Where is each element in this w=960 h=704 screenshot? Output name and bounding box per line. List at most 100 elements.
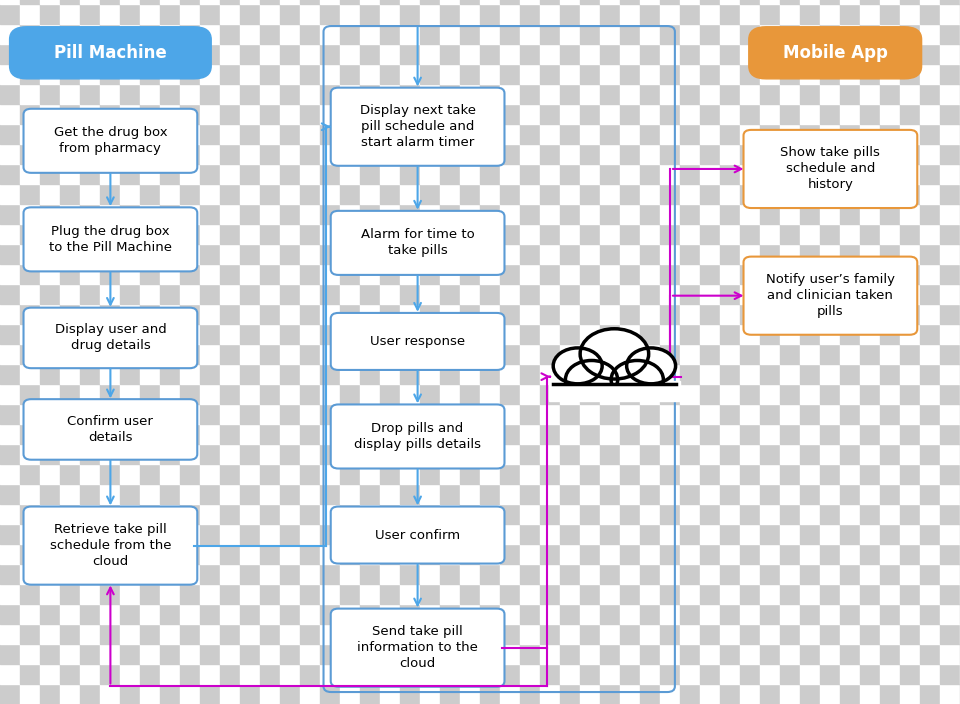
- Bar: [240, 564, 260, 584]
- Bar: [480, 384, 500, 404]
- Bar: [540, 444, 560, 464]
- Bar: [520, 84, 540, 104]
- Bar: [700, 264, 720, 284]
- Bar: [780, 564, 800, 584]
- Bar: [520, 224, 540, 244]
- Bar: [120, 84, 140, 104]
- Bar: [220, 184, 240, 204]
- Bar: [380, 324, 400, 344]
- Bar: [400, 204, 420, 224]
- Bar: [80, 204, 100, 224]
- Bar: [80, 464, 100, 484]
- Bar: [460, 344, 480, 364]
- Bar: [820, 304, 840, 324]
- Bar: [500, 664, 520, 684]
- Bar: [60, 124, 80, 144]
- Bar: [840, 144, 860, 164]
- Bar: [100, 644, 120, 664]
- Bar: [880, 384, 900, 404]
- Bar: [560, 64, 580, 84]
- Bar: [800, 124, 820, 144]
- Bar: [0, 444, 20, 464]
- Bar: [740, 24, 760, 44]
- Bar: [320, 204, 340, 224]
- Bar: [140, 584, 160, 604]
- Bar: [240, 664, 260, 684]
- Bar: [680, 4, 700, 24]
- Bar: [420, 504, 440, 524]
- Bar: [520, 544, 540, 564]
- Bar: [100, 684, 120, 704]
- Bar: [840, 0, 860, 4]
- Bar: [660, 544, 680, 564]
- Bar: [860, 664, 880, 684]
- Bar: [360, 44, 380, 64]
- Bar: [780, 364, 800, 384]
- Bar: [580, 424, 600, 444]
- Bar: [780, 464, 800, 484]
- Bar: [520, 144, 540, 164]
- Bar: [40, 344, 60, 364]
- Bar: [220, 44, 240, 64]
- Bar: [40, 144, 60, 164]
- Bar: [760, 404, 780, 424]
- Bar: [740, 304, 760, 324]
- Bar: [680, 464, 700, 484]
- Bar: [620, 244, 640, 264]
- Bar: [160, 584, 180, 604]
- Bar: [740, 484, 760, 504]
- Bar: [540, 4, 560, 24]
- Bar: [80, 124, 100, 144]
- Bar: [320, 444, 340, 464]
- Bar: [920, 424, 940, 444]
- Bar: [480, 524, 500, 544]
- Bar: [800, 544, 820, 564]
- Bar: [560, 544, 580, 564]
- Bar: [540, 264, 560, 284]
- Bar: [20, 524, 40, 544]
- Bar: [440, 524, 460, 544]
- Bar: [620, 64, 640, 84]
- Bar: [100, 184, 120, 204]
- Bar: [40, 284, 60, 304]
- Bar: [500, 4, 520, 24]
- Bar: [180, 224, 200, 244]
- Bar: [20, 284, 40, 304]
- Bar: [140, 364, 160, 384]
- Bar: [140, 284, 160, 304]
- Bar: [100, 104, 120, 124]
- Bar: [440, 204, 460, 224]
- Bar: [700, 444, 720, 464]
- Bar: [840, 364, 860, 384]
- Bar: [360, 684, 380, 704]
- Bar: [580, 604, 600, 624]
- Bar: [260, 164, 280, 184]
- Bar: [820, 4, 840, 24]
- Bar: [800, 24, 820, 44]
- Bar: [680, 484, 700, 504]
- Bar: [720, 24, 740, 44]
- Bar: [940, 444, 960, 464]
- Bar: [220, 164, 240, 184]
- Bar: [80, 104, 100, 124]
- Bar: [420, 544, 440, 564]
- Bar: [0, 684, 20, 704]
- Bar: [480, 564, 500, 584]
- Bar: [440, 624, 460, 644]
- Bar: [640, 164, 660, 184]
- Bar: [520, 0, 540, 4]
- Bar: [120, 564, 140, 584]
- Bar: [560, 184, 580, 204]
- Bar: [660, 564, 680, 584]
- Text: Mobile App: Mobile App: [782, 44, 888, 62]
- Bar: [760, 224, 780, 244]
- Bar: [820, 44, 840, 64]
- Bar: [520, 624, 540, 644]
- Bar: [440, 184, 460, 204]
- Bar: [240, 504, 260, 524]
- Bar: [340, 284, 360, 304]
- Bar: [860, 304, 880, 324]
- Bar: [500, 404, 520, 424]
- Bar: [480, 164, 500, 184]
- Circle shape: [565, 360, 617, 398]
